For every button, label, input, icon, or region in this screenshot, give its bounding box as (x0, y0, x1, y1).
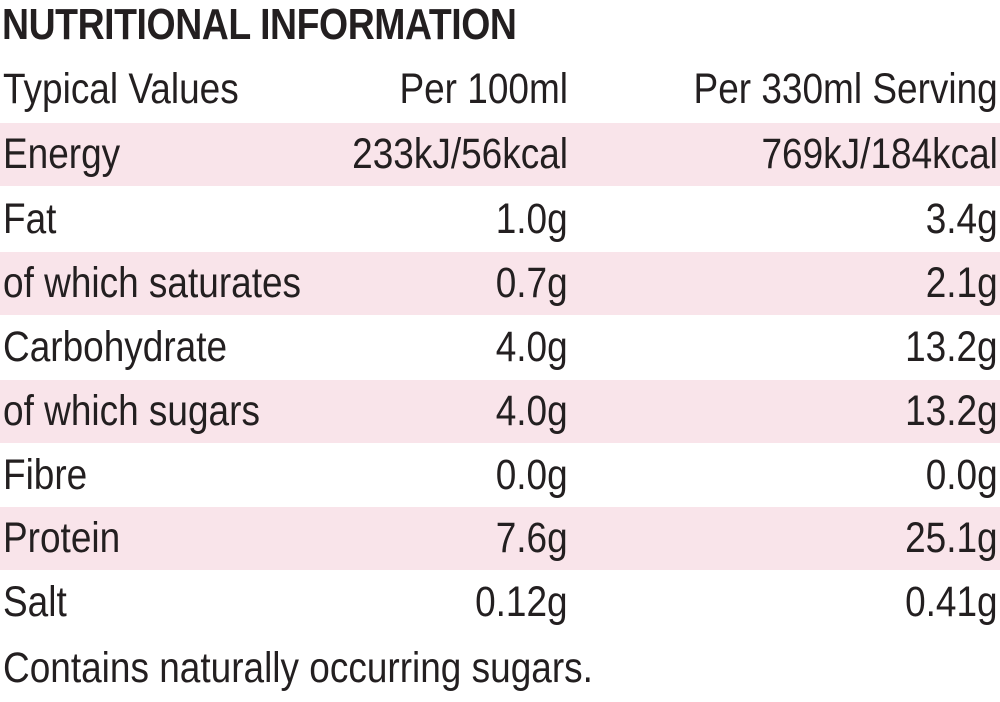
value-per-serving: 3.4g (926, 195, 998, 243)
header-typical-values: Typical Values (3, 65, 239, 113)
value-per-100ml: 1.0g (496, 195, 568, 243)
nutrient-name: Salt (3, 578, 67, 626)
value-per-serving: 13.2g (905, 323, 998, 371)
value-per-serving: 2.1g (926, 259, 998, 307)
table-row: Fibre 0.0g 0.0g (0, 444, 1000, 507)
value-per-100ml: 233kJ/56kcal (352, 130, 568, 178)
table-row: Energy 233kJ/56kcal 769kJ/184kcal (0, 123, 1000, 186)
header-per-serving: Per 330ml Serving (693, 65, 998, 113)
table-row: Protein 7.6g 25.1g (0, 507, 1000, 570)
nutrient-name: of which saturates (3, 259, 302, 307)
value-per-serving: 25.1g (905, 514, 998, 562)
value-per-100ml: 4.0g (496, 387, 568, 435)
nutrient-name: Carbohydrate (3, 323, 228, 371)
table-row: of which sugars 4.0g 13.2g (0, 380, 1000, 443)
nutrient-name: Fibre (3, 451, 88, 499)
table-row: Carbohydrate 4.0g 13.2g (0, 316, 1000, 379)
table-row: Fat 1.0g 3.4g (0, 188, 1000, 251)
value-per-100ml: 0.0g (496, 451, 568, 499)
footnote: Contains naturally occurring sugars. (3, 644, 593, 692)
value-per-100ml: 0.12g (475, 578, 568, 626)
header-per-100ml: Per 100ml (399, 65, 568, 113)
value-per-serving: 13.2g (905, 387, 998, 435)
nutrient-name: Fat (3, 195, 57, 243)
table-header-row: Typical Values Per 100ml Per 330ml Servi… (0, 58, 1000, 121)
value-per-serving: 0.0g (926, 451, 998, 499)
nutrient-name: Protein (3, 514, 121, 562)
table-row: Salt 0.12g 0.41g (0, 571, 1000, 634)
page-title: NUTRITIONAL INFORMATION (2, 0, 517, 49)
value-per-serving: 769kJ/184kcal (761, 130, 998, 178)
nutrient-name: of which sugars (3, 387, 260, 435)
table-row: of which saturates 0.7g 2.1g (0, 252, 1000, 315)
value-per-100ml: 0.7g (496, 259, 568, 307)
value-per-serving: 0.41g (905, 578, 998, 626)
nutrient-name: Energy (3, 130, 121, 178)
value-per-100ml: 4.0g (496, 323, 568, 371)
value-per-100ml: 7.6g (496, 514, 568, 562)
